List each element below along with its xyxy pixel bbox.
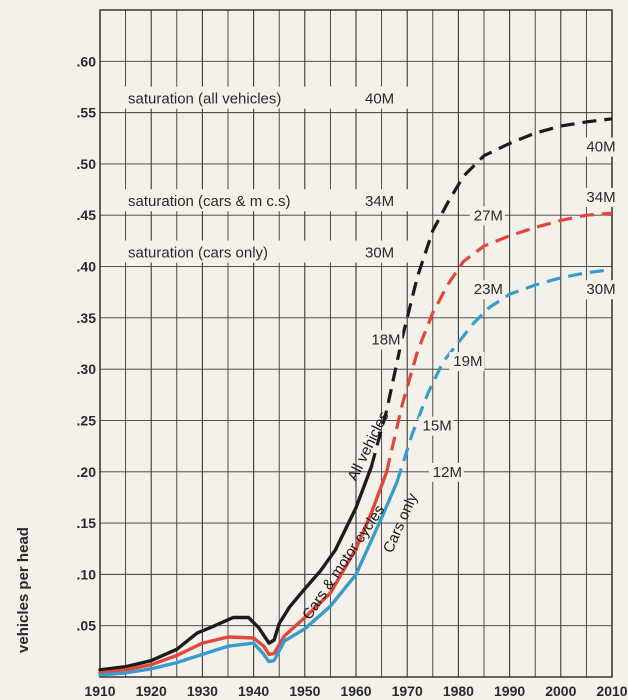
series-line-projected: [395, 268, 613, 483]
curve-label: Cars & motor cycles: [299, 502, 388, 623]
saturation-label-bg: [122, 240, 412, 263]
x-tick-label: 1960: [340, 683, 371, 699]
y-tick-label: .60: [77, 53, 97, 69]
annotation-bg: [449, 352, 485, 372]
series-line-actual: [98, 464, 374, 672]
saturation-label-bg: [122, 189, 412, 212]
annotation-bg: [582, 187, 618, 207]
plot-frame: [99, 9, 613, 678]
x-tick-label: 1970: [392, 683, 423, 699]
annotation: 12M: [433, 464, 462, 481]
y-tick-label: .45: [77, 207, 97, 223]
annotation: 30M: [586, 281, 615, 298]
x-tick-label: 1940: [238, 683, 269, 699]
annotation-bg: [469, 280, 505, 300]
y-tick-label: .15: [77, 515, 97, 531]
annotation-bg: [367, 330, 403, 350]
saturation-count: 30M: [365, 245, 394, 262]
saturation-label: saturation (cars only): [128, 245, 268, 262]
series-line-projected: [369, 117, 613, 468]
x-tick-label: 2010: [596, 683, 627, 699]
saturation-label: saturation (cars & m c.s): [128, 193, 291, 210]
y-tick-label: .40: [77, 259, 97, 275]
saturation-count: 34M: [365, 193, 394, 210]
annotation: 18M: [371, 332, 400, 349]
series-line-projected: [385, 211, 613, 473]
y-tick-label: .05: [77, 618, 97, 634]
annotation-bg: [582, 137, 618, 157]
y-tick-label: .30: [77, 361, 97, 377]
x-tick-label: 1990: [494, 683, 525, 699]
y-tick-label: .50: [77, 156, 97, 172]
series-line-actual: [98, 480, 399, 677]
saturation-count: 40M: [365, 91, 394, 108]
annotation-bg: [469, 206, 505, 226]
annotation-bg: [428, 462, 464, 482]
axis-ticks: 1910 1920 1930 1940 1950 1960 1970 1980 1990 2000…: [77, 53, 628, 699]
y-axis-label: vehicles per head: [15, 527, 32, 653]
annotation-bg: [582, 280, 618, 300]
annotation: 19M: [453, 353, 482, 370]
x-tick-label: 2000: [545, 683, 576, 699]
annotation-bg: [418, 416, 454, 436]
saturation-label: saturation (all vehicles): [128, 91, 281, 108]
series-layer: [98, 117, 613, 677]
x-tick-label: 1910: [84, 683, 115, 699]
saturation-label-bg: [122, 86, 412, 109]
y-tick-label: .55: [77, 105, 97, 121]
y-tick-label: .10: [77, 566, 97, 582]
y-tick-label: .25: [77, 412, 97, 428]
series-line-actual: [98, 470, 389, 675]
grid: [99, 9, 613, 678]
annotation: 27M: [474, 207, 503, 224]
annotation: 23M: [474, 281, 503, 298]
x-tick-label: 1920: [136, 683, 167, 699]
y-tick-label: .20: [77, 464, 97, 480]
saturation-lines: saturation (all vehicles) 40M saturation (…: [122, 86, 412, 263]
annotation: 34M: [586, 189, 615, 206]
annotation: 15M: [423, 418, 452, 435]
x-tick-label: 1980: [443, 683, 474, 699]
annotation: 40M: [586, 139, 615, 156]
y-tick-label: .35: [77, 310, 97, 326]
x-tick-label: 1930: [187, 683, 218, 699]
x-tick-label: 1950: [289, 683, 320, 699]
